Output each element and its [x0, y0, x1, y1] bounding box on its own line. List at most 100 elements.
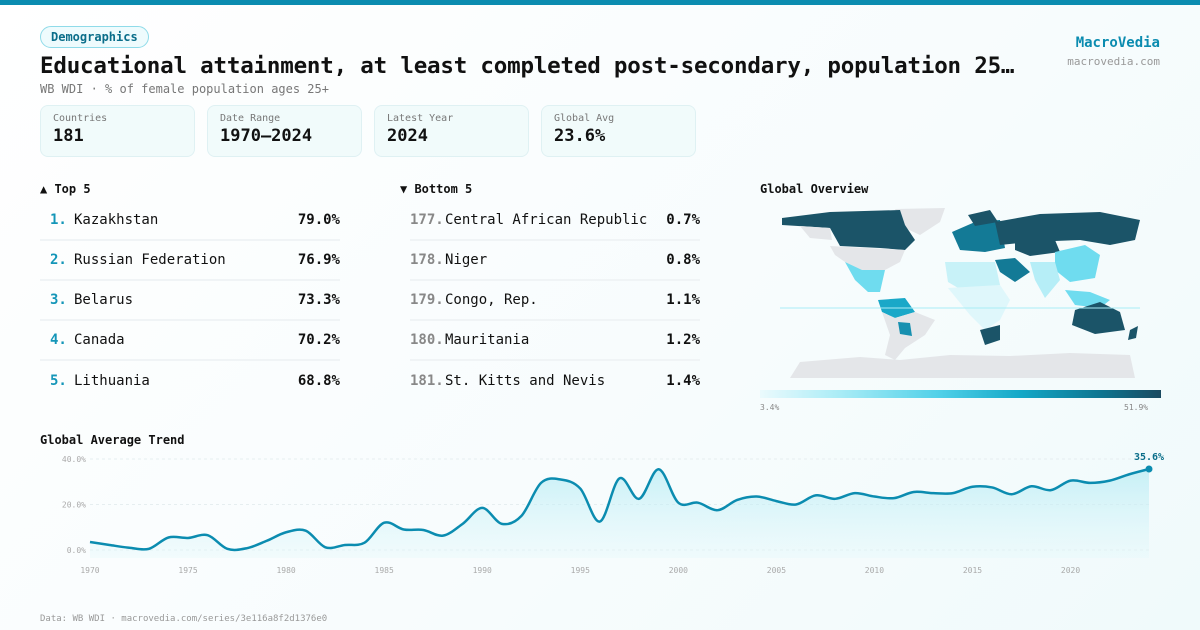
region-north-africa[interactable]	[945, 262, 1000, 292]
x-tick-label: 2015	[963, 566, 982, 575]
stat-value: 1970–2024	[220, 126, 313, 146]
stat-label: Global Avg	[554, 113, 615, 124]
country-name: Russian Federation	[74, 252, 226, 268]
list-item[interactable]: 1. Kazakhstan 79.0%	[40, 201, 340, 241]
stat-countries: Countries 181	[40, 105, 195, 157]
page-title: Educational attainment, at least complet…	[40, 53, 1015, 79]
region-south-africa[interactable]	[980, 325, 1000, 345]
x-tick-label: 1985	[375, 566, 394, 575]
stat-value: 23.6%	[554, 126, 606, 146]
region-canada[interactable]	[782, 210, 915, 250]
stat-date-range: Date Range 1970–2024	[207, 105, 362, 157]
region-europe[interactable]	[952, 220, 1005, 252]
country-value: 76.9%	[297, 252, 340, 268]
x-tick-label: 1970	[80, 566, 99, 575]
x-tick-label: 1990	[473, 566, 492, 575]
rank: 5.	[50, 373, 67, 389]
region-alaska[interactable]	[800, 226, 832, 240]
list-item[interactable]: 5. Lithuania 68.8%	[40, 361, 340, 401]
brand-name[interactable]: MacroVedia	[1075, 35, 1160, 51]
y-tick-label: 40.0%	[62, 455, 86, 464]
x-tick-label: 2000	[669, 566, 688, 575]
stat-value: 181	[53, 126, 84, 146]
top5-list: 1. Kazakhstan 79.0% 2. Russian Federation 76…	[40, 201, 340, 401]
x-tick-label: 1980	[276, 566, 295, 575]
region-bolivia[interactable]	[898, 322, 912, 336]
list-item[interactable]: 181. St. Kitts and Nevis 1.4%	[410, 361, 700, 401]
region-china[interactable]	[1055, 245, 1100, 282]
rank: 1.	[50, 212, 67, 228]
country-name: Belarus	[74, 292, 134, 308]
bottom5-list: 177. Central African Republic 0.7% 178. Nig…	[410, 201, 700, 401]
country-name: Congo, Rep.	[445, 292, 538, 308]
list-item[interactable]: 3. Belarus 73.3%	[40, 281, 340, 321]
stats-row: Countries 181 Date Range 1970–2024 Latest …	[40, 105, 696, 157]
world-map[interactable]	[760, 200, 1170, 385]
stat-global-avg: Global Avg 23.6%	[541, 105, 696, 157]
country-name: Kazakhstan	[74, 212, 159, 228]
x-tick-label: 1995	[571, 566, 590, 575]
bottom5-heading: ▼ Bottom 5	[400, 182, 473, 196]
stat-latest-year: Latest Year 2024	[374, 105, 529, 157]
y-tick-label: 0.0%	[67, 546, 86, 555]
country-value: 68.8%	[297, 373, 340, 389]
stat-label: Countries	[53, 113, 108, 124]
region-russia[interactable]	[995, 212, 1140, 245]
region-scandinavia[interactable]	[968, 210, 998, 226]
list-item[interactable]: 180. Mauritania 1.2%	[410, 321, 700, 361]
list-item[interactable]: 177. Central African Republic 0.7%	[410, 201, 700, 241]
rank: 4.	[50, 332, 67, 348]
country-name: Central African Republic	[445, 212, 648, 228]
rank: 2.	[50, 252, 67, 268]
region-middle-east[interactable]	[995, 258, 1030, 282]
country-name: Niger	[445, 252, 488, 268]
country-name: St. Kitts and Nevis	[445, 373, 606, 389]
x-tick-label: 2005	[767, 566, 786, 575]
list-item[interactable]: 179. Congo, Rep. 1.1%	[410, 281, 700, 321]
country-value: 0.8%	[666, 252, 700, 268]
country-name: Mauritania	[445, 332, 530, 348]
stat-label: Date Range	[220, 113, 281, 124]
list-item[interactable]: 4. Canada 70.2%	[40, 321, 340, 361]
list-item[interactable]: 2. Russian Federation 76.9%	[40, 241, 340, 281]
x-tick-label: 1975	[178, 566, 197, 575]
region-greenland[interactable]	[895, 208, 945, 235]
page-subtitle: WB WDI · % of female population ages 25+	[40, 82, 329, 96]
region-mexico[interactable]	[845, 262, 885, 292]
country-name: Lithuania	[74, 373, 150, 389]
rank: 177.	[410, 212, 444, 228]
last-value-label: 35.6%	[1134, 452, 1164, 463]
region-usa[interactable]	[830, 246, 905, 270]
rank: 181.	[410, 373, 444, 389]
country-value: 1.2%	[666, 332, 700, 348]
category-badge[interactable]: Demographics	[40, 26, 149, 48]
y-tick-label: 20.0%	[62, 501, 86, 510]
stat-value: 2024	[387, 126, 428, 146]
rank: 179.	[410, 292, 444, 308]
data-point[interactable]	[1145, 465, 1153, 473]
trend-heading: Global Average Trend	[40, 433, 185, 447]
trend-area	[90, 469, 1149, 558]
stat-label: Latest Year	[387, 113, 454, 124]
region-kazakhstan[interactable]	[1015, 240, 1060, 256]
map-heading: Global Overview	[760, 182, 869, 196]
rank: 180.	[410, 332, 444, 348]
x-tick-label: 2010	[865, 566, 884, 575]
region-antarctica[interactable]	[790, 353, 1135, 378]
trend-chart[interactable]: 0.0% 20.0% 40.0% 1970 1975 1980 1985 1990 1995 2…	[0, 445, 1200, 580]
country-value: 70.2%	[297, 332, 340, 348]
list-item[interactable]: 178. Niger 0.8%	[410, 241, 700, 281]
region-south-asia[interactable]	[1030, 262, 1060, 298]
region-australia[interactable]	[1072, 302, 1125, 334]
map-color-scale	[760, 390, 1161, 398]
country-value: 0.7%	[666, 212, 700, 228]
rank: 3.	[50, 292, 67, 308]
region-south-america[interactable]	[882, 312, 935, 360]
top-accent-bar	[0, 0, 1200, 5]
country-value: 73.3%	[297, 292, 340, 308]
region-new-zealand[interactable]	[1128, 326, 1138, 340]
country-name: Canada	[74, 332, 125, 348]
brand-url[interactable]: macrovedia.com	[1067, 55, 1160, 68]
legend-max: 51.9%	[1124, 403, 1149, 412]
footer-source: Data: WB WDI · macrovedia.com/series/3e1…	[40, 614, 328, 624]
